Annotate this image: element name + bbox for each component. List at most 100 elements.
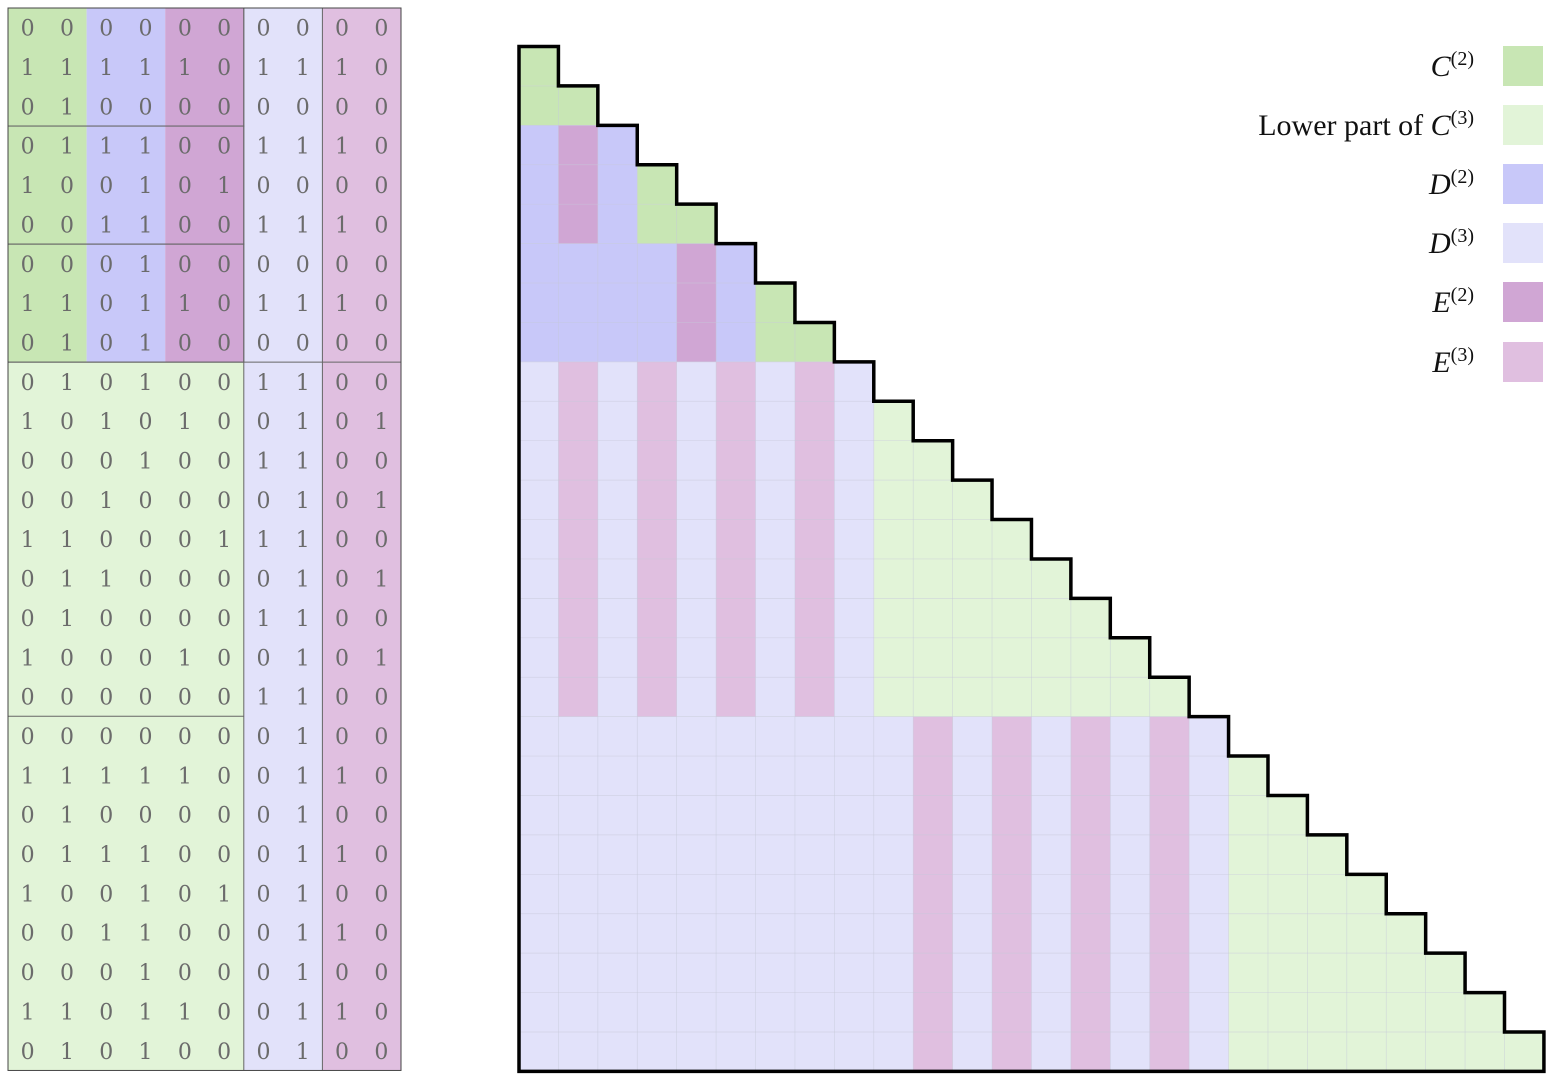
matrix-cell: 0: [21, 961, 35, 986]
matrix-cell: 1: [296, 961, 310, 986]
triangle-region-C3: [1228, 992, 1505, 1032]
matrix-cell: 1: [374, 489, 388, 514]
matrix-cell: 1: [256, 607, 270, 632]
triangle-region-E3: [794, 361, 835, 717]
legend-symbol: D: [1429, 168, 1451, 201]
matrix-cell: 1: [139, 174, 153, 199]
triangle-region-C3: [873, 637, 1150, 678]
matrix-cell: 0: [139, 528, 153, 553]
matrix-cell: 1: [256, 686, 270, 711]
matrix-cell: 0: [178, 213, 192, 238]
matrix-cell: 0: [178, 725, 192, 750]
matrix-cell: 1: [256, 371, 270, 396]
matrix-cell: 0: [21, 804, 35, 829]
matrix-cell: 0: [139, 95, 153, 120]
matrix-cell: 0: [217, 371, 231, 396]
matrix-cell: 0: [99, 450, 113, 475]
matrix-cell: 1: [296, 922, 310, 947]
matrix-cell: 0: [256, 174, 270, 199]
matrix-cell: 0: [21, 725, 35, 750]
matrix-cell: 1: [139, 843, 153, 868]
matrix-cell: 0: [374, 95, 388, 120]
legend-label: E(3): [1432, 344, 1474, 380]
matrix-cell: 0: [139, 568, 153, 593]
legend-symbol: D: [1429, 227, 1451, 260]
matrix-cell: 0: [335, 686, 349, 711]
triangle-region-C3: [873, 480, 993, 520]
matrix-cell: 0: [217, 804, 231, 829]
matrix-cell: 0: [256, 961, 270, 986]
matrix-cell: 0: [139, 17, 153, 42]
matrix-cell: 0: [374, 843, 388, 868]
legend-swatch-E2: [1503, 282, 1543, 322]
matrix-cell: 1: [178, 764, 192, 789]
matrix-cell: 0: [178, 489, 192, 514]
matrix-cell: 0: [296, 174, 310, 199]
triangle-region-C2: [637, 164, 677, 205]
matrix-cell: 0: [99, 804, 113, 829]
matrix-cell: 0: [374, 253, 388, 278]
matrix-cell: 0: [178, 804, 192, 829]
matrix-cell: 0: [217, 410, 231, 435]
matrix-cell: 0: [60, 922, 74, 947]
matrix-cell: 0: [374, 961, 388, 986]
legend-label: E(2): [1432, 284, 1474, 320]
matrix-cell: 1: [217, 882, 231, 907]
matrix-cell: 0: [296, 95, 310, 120]
matrix-cell: 1: [139, 961, 153, 986]
matrix-cell: 1: [256, 135, 270, 160]
matrix-cell: 0: [21, 253, 35, 278]
matrix-cell: 1: [335, 764, 349, 789]
matrix-cell: 1: [296, 764, 310, 789]
legend-label: D(2): [1429, 166, 1474, 202]
matrix-cell: 0: [178, 253, 192, 278]
matrix-cell: 0: [217, 331, 231, 356]
matrix-cell: 0: [178, 686, 192, 711]
matrix-region-E3: [322, 8, 401, 363]
matrix-cell: 0: [21, 95, 35, 120]
legend-superscript: (3): [1450, 344, 1474, 366]
matrix-cell: 0: [374, 213, 388, 238]
matrix-cell: 1: [296, 607, 310, 632]
binary-matrix: 0 0 0 0 0 0 0 0 0 01 1 1 1 1 0 1 1 1 00 1 0 0 0 0 0 0 0 00 1 1 1 0 0 1 1 1 0…: [7, 7, 402, 1071]
matrix-cell: 0: [60, 17, 74, 42]
matrix-cell: 0: [374, 17, 388, 42]
matrix-cell: 0: [217, 843, 231, 868]
matrix-cell: 0: [178, 95, 192, 120]
matrix-region-C2: [8, 8, 87, 363]
matrix-cell: 0: [178, 528, 192, 553]
matrix-cell: 1: [139, 1040, 153, 1065]
legend-swatch-C3: [1503, 105, 1543, 145]
matrix-cell: 1: [335, 843, 349, 868]
legend-superscript: (2): [1450, 48, 1474, 70]
matrix-cell: 1: [60, 607, 74, 632]
matrix-cell: 1: [139, 292, 153, 317]
matrix-cell: 0: [21, 922, 35, 947]
matrix-cell: 1: [296, 646, 310, 671]
matrix-cell: 1: [296, 725, 310, 750]
matrix-cell: 0: [217, 725, 231, 750]
matrix-cell: 1: [296, 410, 310, 435]
matrix-cell: 1: [296, 528, 310, 553]
matrix-cell: 1: [296, 568, 310, 593]
matrix-cell: 0: [60, 174, 74, 199]
matrix-cell: 0: [217, 213, 231, 238]
matrix-cell: 0: [217, 764, 231, 789]
matrix-cell: 0: [256, 17, 270, 42]
matrix-region-E2: [165, 244, 244, 363]
legend-prefix: Lower part of: [1258, 109, 1431, 142]
matrix-cell: 0: [217, 1000, 231, 1025]
matrix-cell: 1: [256, 450, 270, 475]
matrix-cell: 0: [217, 292, 231, 317]
legend-swatch-E3: [1503, 342, 1543, 382]
matrix-cell: 0: [374, 174, 388, 199]
matrix-cell: 1: [217, 174, 231, 199]
matrix-cell: 0: [99, 961, 113, 986]
matrix-cell: 0: [335, 607, 349, 632]
matrix-cell: 0: [99, 528, 113, 553]
matrix-cell: 0: [178, 843, 192, 868]
matrix-cell: 1: [374, 410, 388, 435]
matrix-cell: 1: [21, 764, 35, 789]
matrix-cell: 0: [335, 961, 349, 986]
